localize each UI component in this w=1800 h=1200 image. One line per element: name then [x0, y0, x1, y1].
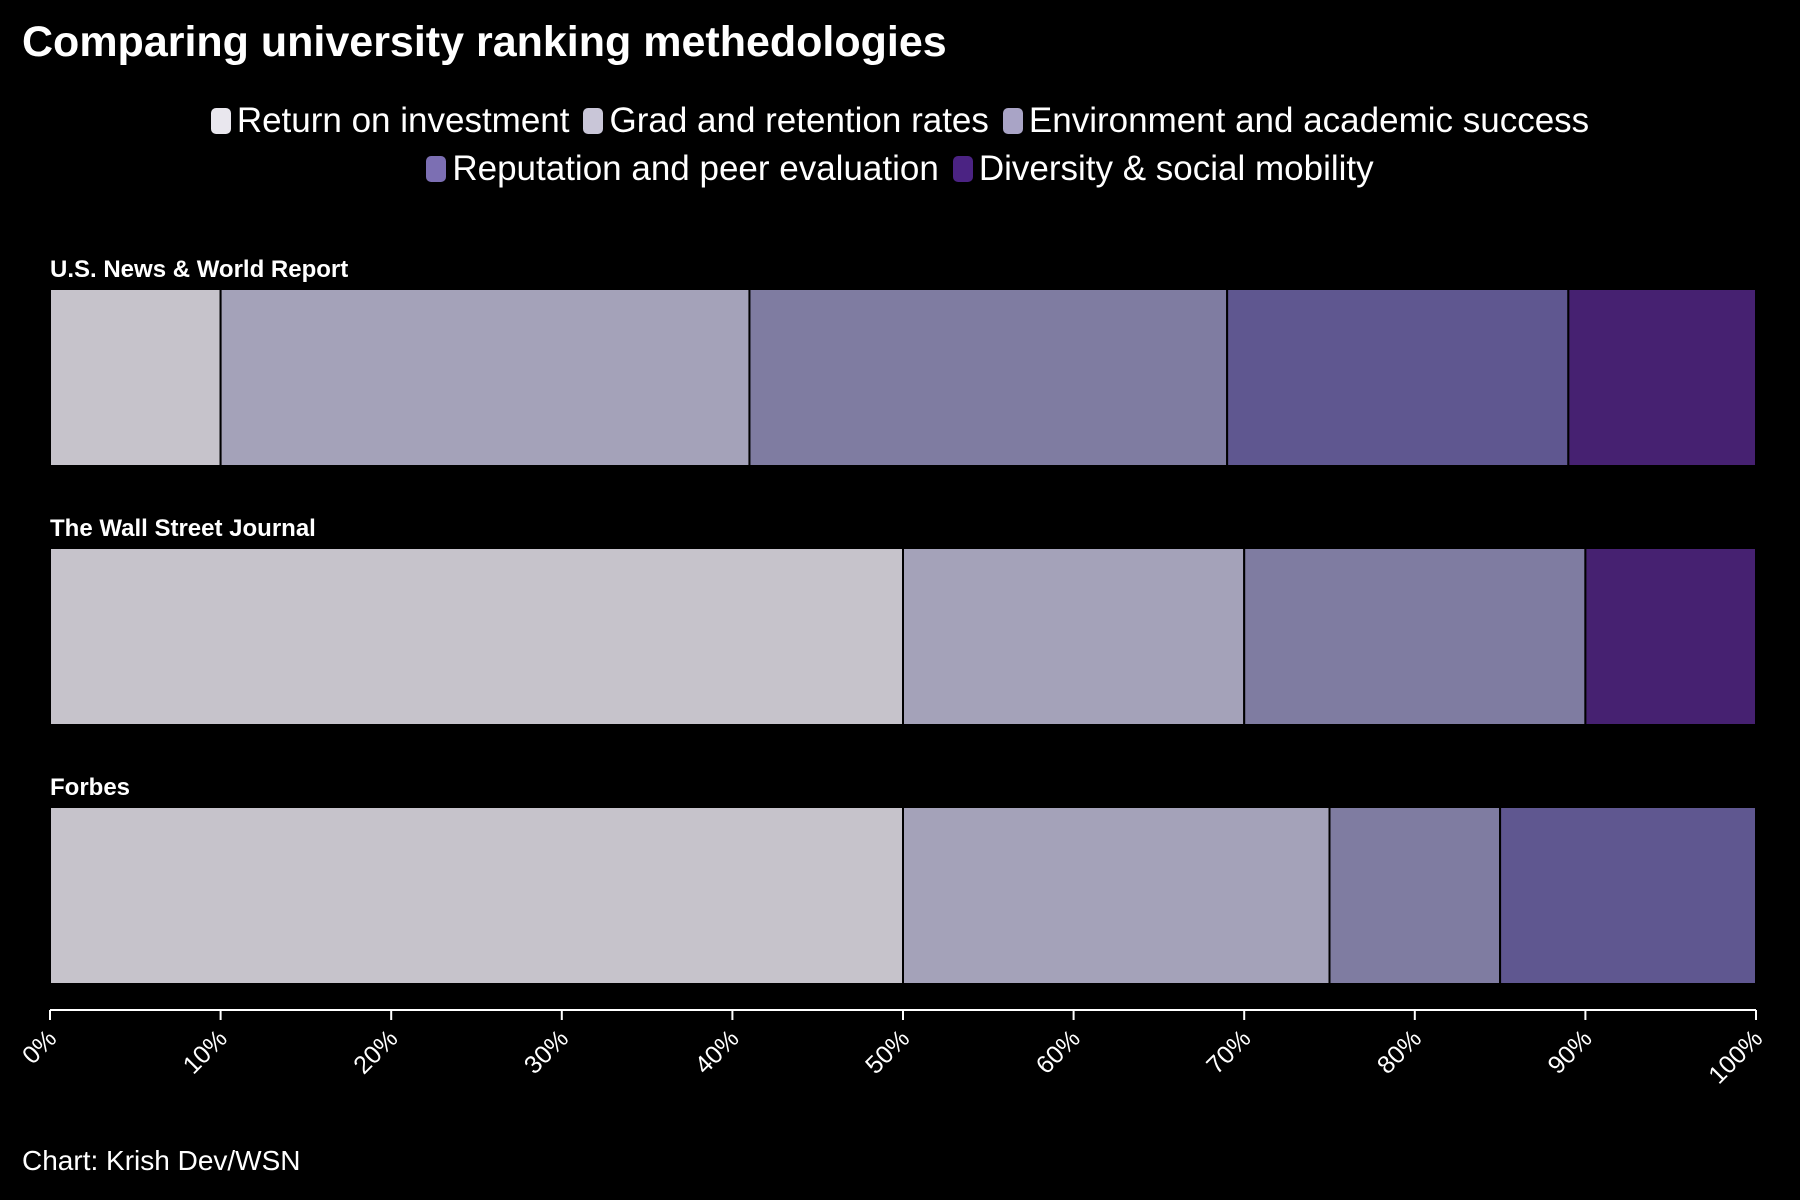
bar-segment — [1567, 288, 1757, 467]
x-tick-label: 30% — [519, 1024, 574, 1079]
x-tick-label: 40% — [689, 1024, 744, 1079]
bar-segment — [1584, 547, 1758, 726]
x-tick-label: 60% — [1031, 1024, 1086, 1079]
x-tick-label: 100% — [1703, 1024, 1768, 1089]
bar-segment — [219, 288, 751, 467]
legend-label: Environment and academic success — [1028, 101, 1590, 140]
bar-category-label: U.S. News & World Report — [50, 256, 348, 283]
bar-segment — [49, 806, 904, 985]
x-tick-label: 10% — [178, 1024, 233, 1079]
legend-swatch — [426, 156, 447, 182]
bar-segment — [1499, 806, 1757, 985]
bar-segment — [748, 288, 1229, 467]
legend-label: Reputation and peer evaluation — [452, 149, 939, 188]
legend-item-return-on-investment: Return on investment — [210, 101, 570, 140]
chart-title: Comparing university ranking methedologi… — [22, 18, 947, 66]
bar-segment — [49, 288, 222, 467]
bar-segment — [1226, 288, 1570, 467]
x-tick-label: 50% — [860, 1024, 915, 1079]
bar-segment — [1243, 547, 1587, 726]
chart-legend: Return on investment Grad and retention … — [0, 102, 1800, 188]
legend-item-environment-and-academic-success: Environment and academic success — [1002, 101, 1590, 140]
legend-item-reputation-and-peer-evaluation: Reputation and peer evaluation — [426, 149, 939, 188]
bar-segment — [49, 547, 904, 726]
x-tick-label: 20% — [348, 1024, 403, 1079]
legend-swatch — [210, 108, 231, 134]
legend-item-grad-and-retention-rates: Grad and retention rates — [583, 101, 989, 140]
bar-segment — [1328, 806, 1502, 985]
chart-credit: Chart: Krish Dev/WSN — [22, 1145, 301, 1176]
bar-category-label: Forbes — [50, 774, 130, 801]
x-tick-label: 90% — [1542, 1024, 1597, 1079]
legend-swatch — [583, 108, 604, 134]
x-tick-label: 70% — [1201, 1024, 1256, 1079]
x-tick-label: 0% — [17, 1024, 62, 1069]
legend-item-diversity-and-social-mobility: Diversity & social mobility — [952, 149, 1374, 188]
legend-swatch — [1002, 108, 1023, 134]
bar-segment — [902, 547, 1246, 726]
legend-swatch — [952, 156, 973, 182]
legend-label: Diversity & social mobility — [978, 149, 1374, 188]
bar-category-label: The Wall Street Journal — [50, 515, 316, 542]
legend-label: Grad and retention rates — [609, 101, 989, 140]
bar-segment — [902, 806, 1331, 985]
legend-label: Return on investment — [236, 101, 570, 140]
x-tick-label: 80% — [1372, 1024, 1427, 1079]
